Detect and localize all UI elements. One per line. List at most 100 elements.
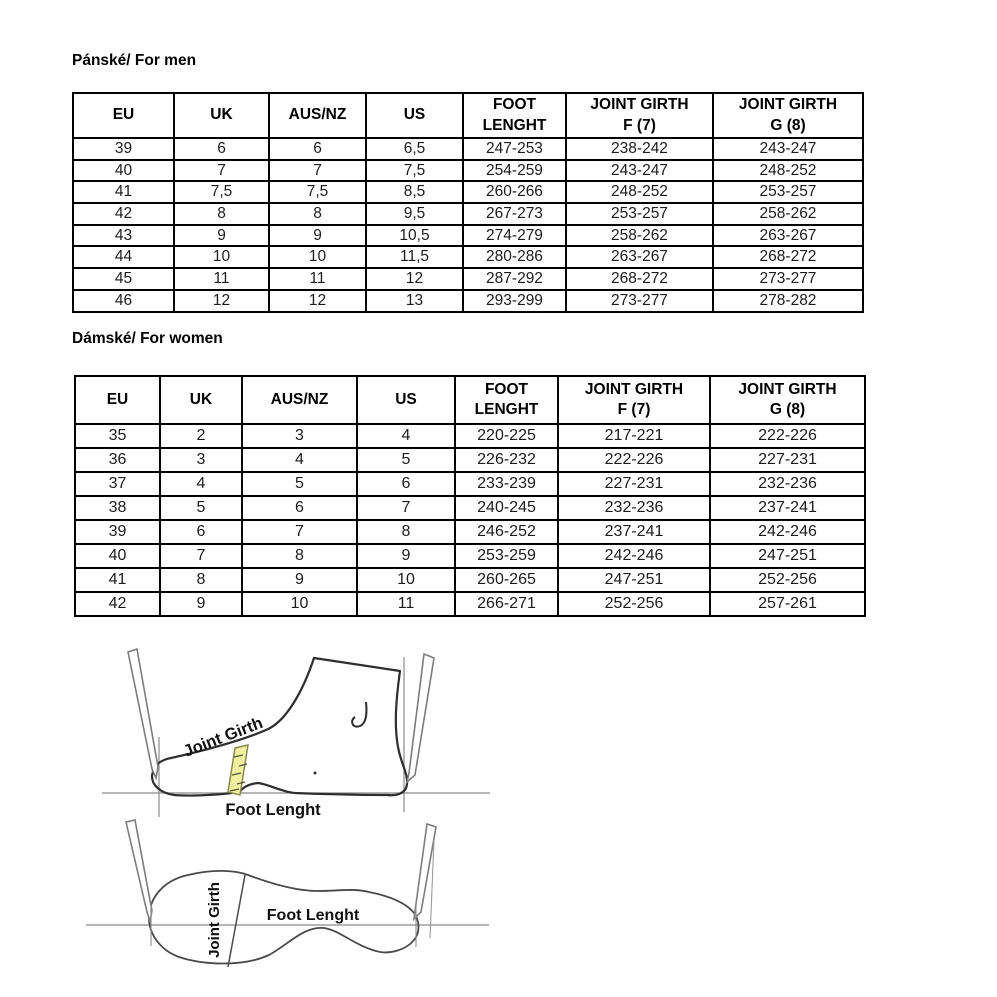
table-row: 41 8 9 10 260-265 247-251 252-256 (74, 567, 866, 593)
table-cell: 35 (74, 423, 161, 449)
table-cell: 253-259 (454, 543, 559, 569)
table-cell: 6 (173, 137, 270, 161)
table-cell: 237-241 (709, 495, 866, 521)
column-header: US (365, 92, 464, 139)
table-cell: 248-252 (712, 158, 864, 183)
column-header: JOINT GIRTH F (7) (565, 92, 714, 139)
table-cell: 10 (268, 245, 367, 270)
pencil-left (125, 819, 153, 925)
table-cell: 11 (173, 267, 270, 291)
table-cell: 222-226 (709, 423, 866, 449)
table-cell: 246-252 (454, 519, 559, 545)
women-section-title: Dámské/ For women (72, 330, 223, 347)
table-cell: 5 (159, 495, 243, 521)
table-cell: 9 (173, 223, 270, 248)
table-cell: 233-239 (454, 471, 559, 497)
table-cell: 4 (241, 447, 358, 473)
table-cell: 257-261 (709, 591, 866, 617)
table-cell: 248-252 (565, 180, 714, 205)
pencil-right (405, 652, 435, 785)
column-header: EU (74, 375, 161, 425)
foot-side-view-diagram: Joint Girth Foot Lenght (102, 647, 490, 819)
tape-tick-marks (229, 754, 248, 792)
table-cell: 247-253 (462, 137, 567, 161)
table-cell: 9 (159, 591, 243, 617)
men-table-body: 39 6 6 6,5 247-253 238-242 243-247 40 7 7 7,5 254-2… (72, 137, 864, 313)
table-cell: 10,5 (365, 223, 464, 248)
table-cell: 243-247 (712, 137, 864, 161)
table-row: 36 3 4 5 226-232 222-226 227-231 (74, 447, 866, 473)
table-cell: 11 (356, 591, 456, 617)
table-row: 42 8 8 9,5 267-273 253-257 258-262 (72, 202, 864, 226)
men-table-header: EU UK AUS/NZ US FOOT LENGHT JOINT GIRTH F (7)… (72, 92, 864, 139)
table-cell: 6 (268, 137, 367, 161)
table-cell: 232-236 (709, 471, 866, 497)
table-cell: 268-272 (712, 245, 864, 270)
table-cell: 40 (74, 543, 161, 569)
column-header: US (356, 375, 456, 425)
top-joint-girth-label: Joint Girth (206, 882, 223, 958)
table-cell: 8 (268, 202, 367, 226)
table-cell: 44 (72, 245, 175, 270)
table-cell: 222-226 (557, 447, 711, 473)
table-row: 37 4 5 6 233-239 227-231 232-236 (74, 471, 866, 497)
table-cell: 287-292 (462, 267, 567, 291)
table-cell: 258-262 (712, 202, 864, 226)
table-cell: 260-265 (454, 567, 559, 593)
table-cell: 40 (72, 158, 175, 183)
table-cell: 220-225 (454, 423, 559, 449)
pencil-left (127, 647, 159, 781)
column-header: UK (173, 92, 270, 139)
table-cell: 263-267 (565, 245, 714, 270)
table-cell: 273-277 (712, 267, 864, 291)
table-cell: 274-279 (462, 223, 567, 248)
table-cell: 11,5 (365, 245, 464, 270)
table-row: 35 2 3 4 220-225 217-221 222-226 (74, 423, 866, 449)
foot-outline (152, 658, 408, 796)
table-cell: 227-231 (709, 447, 866, 473)
table-cell: 41 (72, 180, 175, 205)
table-cell: 10 (356, 567, 456, 593)
table-cell: 12 (365, 267, 464, 291)
table-cell: 237-241 (557, 519, 711, 545)
table-cell: 43 (72, 223, 175, 248)
column-header: FOOT LENGHT (454, 375, 559, 425)
table-cell: 41 (74, 567, 161, 593)
table-row: 40 7 8 9 253-259 242-246 247-251 (74, 543, 866, 569)
table-cell: 8 (173, 202, 270, 226)
table-cell: 39 (72, 137, 175, 161)
table-cell: 7 (356, 495, 456, 521)
table-cell: 238-242 (565, 137, 714, 161)
table-cell: 278-282 (712, 288, 864, 313)
women-table-header: EU UK AUS/NZ US FOOT LENGHT JOINT GIRTH F (7)… (74, 375, 866, 425)
table-cell: 217-221 (557, 423, 711, 449)
table-cell: 242-246 (557, 543, 711, 569)
table-cell: 2 (159, 423, 243, 449)
table-cell: 5 (356, 447, 456, 473)
column-header: JOINT GIRTH F (7) (557, 375, 711, 425)
column-header: EU (72, 92, 175, 139)
table-cell: 10 (241, 591, 358, 617)
column-header: UK (159, 375, 243, 425)
table-row: 39 6 6 6,5 247-253 238-242 243-247 (72, 137, 864, 161)
table-cell: 252-256 (709, 567, 866, 593)
women-size-table: EU UK AUS/NZ US FOOT LENGHT JOINT GIRTH F (7)… (74, 375, 866, 617)
table-cell: 45 (72, 267, 175, 291)
table-cell: 226-232 (454, 447, 559, 473)
table-cell: 268-272 (565, 267, 714, 291)
table-cell: 37 (74, 471, 161, 497)
column-header: AUS/NZ (268, 92, 367, 139)
table-row: 46 12 12 13 293-299 273-277 278-282 (72, 288, 864, 313)
table-cell: 7 (268, 158, 367, 183)
table-cell: 11 (268, 267, 367, 291)
table-cell: 39 (74, 519, 161, 545)
table-cell: 3 (159, 447, 243, 473)
table-cell: 38 (74, 495, 161, 521)
table-cell: 4 (159, 471, 243, 497)
table-row: 41 7,5 7,5 8,5 260-266 248-252 253-257 (72, 180, 864, 205)
table-cell: 253-257 (712, 180, 864, 205)
table-cell: 9 (241, 567, 358, 593)
table-cell: 6 (159, 519, 243, 545)
table-cell: 258-262 (565, 223, 714, 248)
